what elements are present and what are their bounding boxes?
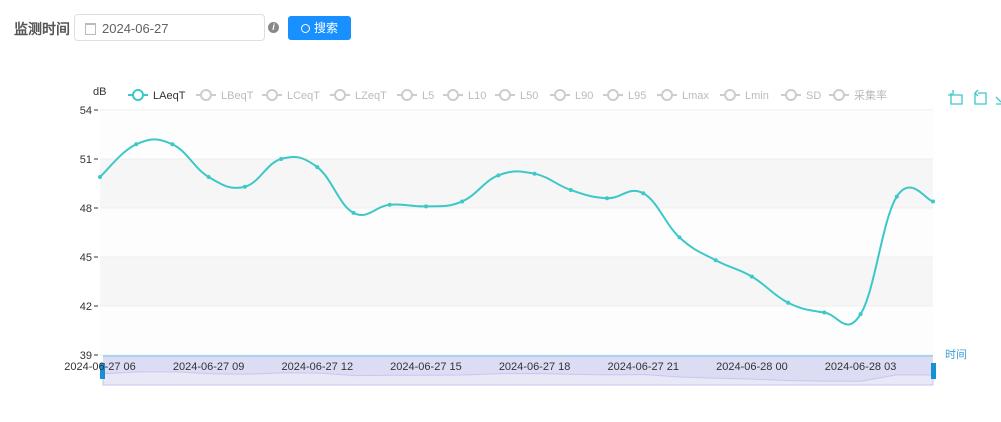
legend-item-4[interactable]: L5 xyxy=(422,90,434,102)
y-tick-label: 39 xyxy=(80,350,92,362)
y-tick-label: 48 xyxy=(80,203,92,215)
legend-marker[interactable] xyxy=(401,89,413,101)
legend-item-8[interactable]: L95 xyxy=(628,90,646,102)
legend-marker[interactable] xyxy=(724,89,736,101)
data-point xyxy=(460,199,465,204)
data-point xyxy=(605,196,610,201)
data-point xyxy=(677,235,682,240)
grid-band xyxy=(100,159,933,208)
legend-item-11[interactable]: SD xyxy=(806,90,821,102)
data-point xyxy=(279,157,284,161)
legend-item-0[interactable]: LAeqT xyxy=(153,90,186,102)
legend-marker[interactable] xyxy=(607,89,619,101)
y-tick-label: 51 xyxy=(80,154,92,166)
search-label: 搜索 xyxy=(313,21,338,35)
x-tick-label: 2024-06-27 15 xyxy=(390,361,462,373)
toolbox-zoom-reset-icon[interactable] xyxy=(974,89,987,105)
datazoom-handle-left[interactable] xyxy=(100,363,105,379)
date-value: 2024-06-27 xyxy=(102,21,169,36)
legend-item-9[interactable]: Lmax xyxy=(682,90,709,102)
data-point xyxy=(206,174,211,179)
data-point xyxy=(387,202,392,207)
search-icon xyxy=(300,24,310,33)
legend-marker[interactable] xyxy=(447,89,459,101)
legend-item-10[interactable]: Lmin xyxy=(745,90,769,102)
info-icon[interactable]: i xyxy=(268,22,279,33)
data-point xyxy=(786,300,791,305)
data-point xyxy=(351,210,356,215)
legend-marker[interactable] xyxy=(499,89,511,101)
data-point xyxy=(931,199,935,204)
data-point xyxy=(170,142,175,147)
legend-marker[interactable] xyxy=(200,89,212,101)
data-point xyxy=(134,142,139,147)
x-tick-label: 2024-06-27 06 xyxy=(64,361,136,373)
search-button[interactable]: 搜索 xyxy=(288,16,351,40)
legend-marker[interactable] xyxy=(266,89,278,101)
legend-item-12[interactable]: 采集率 xyxy=(854,88,887,102)
x-tick-label: 2024-06-27 21 xyxy=(607,361,679,373)
calendar-icon xyxy=(85,23,96,35)
grid-band xyxy=(100,208,933,257)
y-axis-label: dB xyxy=(93,86,106,98)
datazoom-preview xyxy=(102,371,934,386)
data-point xyxy=(894,194,899,199)
legend-marker[interactable] xyxy=(554,89,566,101)
data-point xyxy=(749,274,754,279)
legend-item-3[interactable]: LZeqT xyxy=(355,90,387,102)
x-tick-label: 2024-06-27 18 xyxy=(499,361,571,373)
legend-marker[interactable] xyxy=(661,89,673,101)
legend-marker[interactable] xyxy=(334,89,346,101)
data-point xyxy=(532,171,537,176)
legend-item-5[interactable]: L10 xyxy=(468,90,486,102)
datazoom-top xyxy=(103,355,933,357)
data-point xyxy=(315,165,320,170)
legend-marker[interactable] xyxy=(833,89,845,101)
datazoom-handle-right[interactable] xyxy=(931,363,936,379)
data-point xyxy=(822,310,827,315)
monitor-time-label: 监测时间 xyxy=(14,21,70,37)
grid-band xyxy=(100,257,933,306)
legend-item-7[interactable]: L90 xyxy=(575,90,593,102)
x-tick-label: 2024-06-27 09 xyxy=(173,361,245,373)
toolbox-zoom-icon[interactable] xyxy=(948,90,963,105)
data-point xyxy=(713,258,718,263)
x-tick-label: 2024-06-28 00 xyxy=(716,361,788,373)
x-tick-label: 2024-06-28 03 xyxy=(825,361,897,373)
grid-band xyxy=(100,306,933,355)
data-point xyxy=(423,204,428,209)
data-point xyxy=(242,184,247,189)
data-point xyxy=(98,174,102,179)
x-tick-label: 2024-06-27 12 xyxy=(282,361,354,373)
y-tick-label: 42 xyxy=(80,301,92,313)
legend-marker[interactable] xyxy=(785,89,797,101)
x-axis-label: 时间 xyxy=(945,348,967,361)
legend-item-1[interactable]: LBeqT xyxy=(221,90,254,102)
legend-item-2[interactable]: LCeqT xyxy=(287,90,320,102)
legend-marker[interactable] xyxy=(132,89,144,101)
data-point xyxy=(496,173,501,178)
toolbox-restore-icon[interactable] xyxy=(995,96,1001,105)
date-picker[interactable]: 2024-06-27 xyxy=(74,14,265,41)
y-tick-label: 45 xyxy=(80,252,92,264)
y-tick-label: 54 xyxy=(80,105,92,117)
grid-band xyxy=(100,110,933,159)
data-point xyxy=(858,312,863,317)
legend-item-6[interactable]: L50 xyxy=(520,90,538,102)
data-point xyxy=(641,191,646,196)
data-point xyxy=(568,188,573,193)
